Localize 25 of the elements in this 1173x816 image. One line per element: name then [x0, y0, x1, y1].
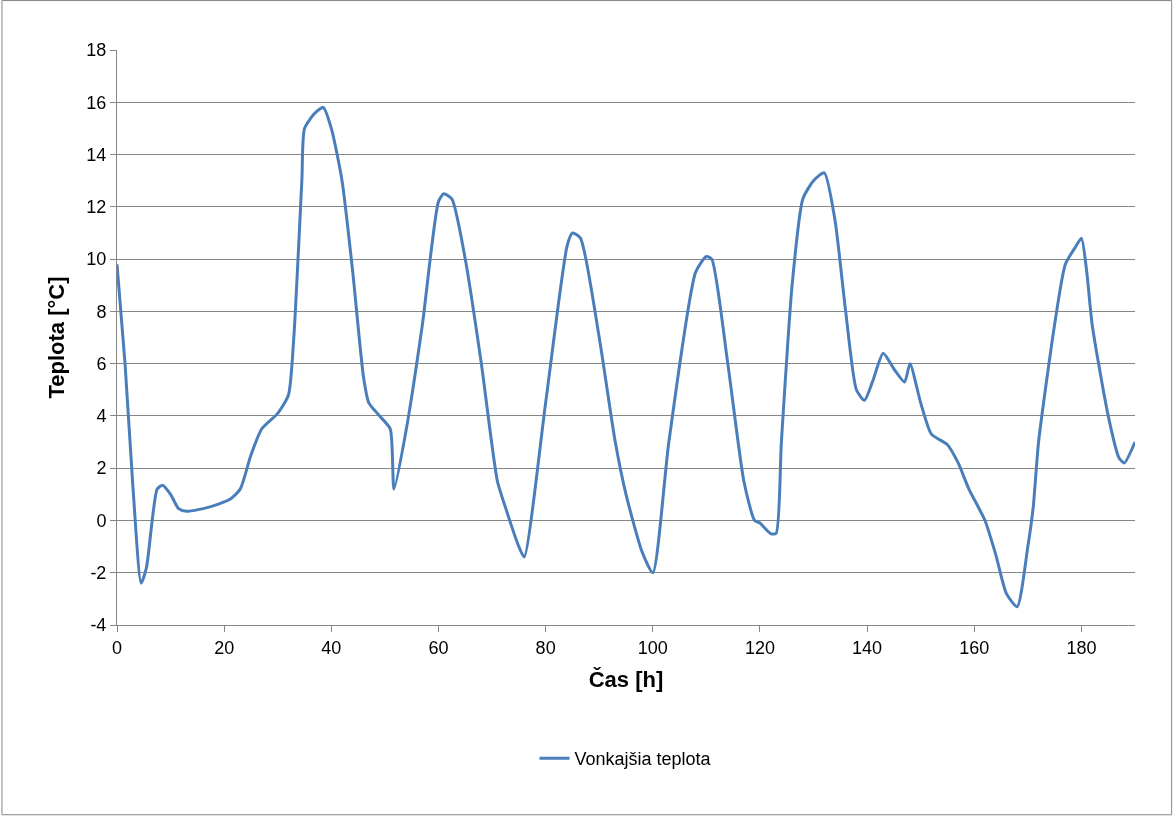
x-tick-label: 60	[428, 637, 449, 658]
legend-label: Vonkajšia teplota	[574, 749, 712, 770]
y-tick-label: 4	[96, 406, 107, 427]
x-tick-label: 120	[744, 637, 775, 658]
y-tick-label: 14	[86, 144, 107, 165]
x-tick-label: 100	[637, 637, 668, 658]
x-tick-label: 80	[535, 637, 556, 658]
y-tick-label: 16	[86, 92, 107, 113]
y-tick-label: 12	[86, 197, 107, 218]
y-tick-label: 18	[86, 40, 107, 61]
y-tick-label: 0	[96, 510, 107, 531]
y-tick-label: -2	[90, 563, 107, 584]
x-tick-label: 140	[852, 637, 883, 658]
x-tick-label: 180	[1066, 637, 1097, 658]
x-tick-label: 160	[959, 637, 990, 658]
y-tick-label: 8	[96, 301, 107, 322]
x-tick-label: 40	[321, 637, 342, 658]
y-tick-label: 2	[96, 458, 107, 479]
x-tick-label: 0	[111, 637, 123, 658]
y-tick-label: 10	[86, 249, 107, 270]
y-tick-label: -4	[90, 615, 107, 636]
x-axis-title: Čas [h]	[588, 667, 664, 693]
x-tick-label: 20	[214, 637, 235, 658]
y-axis-title: Teplota [°C]	[44, 276, 70, 399]
y-tick-label: 6	[96, 353, 107, 374]
